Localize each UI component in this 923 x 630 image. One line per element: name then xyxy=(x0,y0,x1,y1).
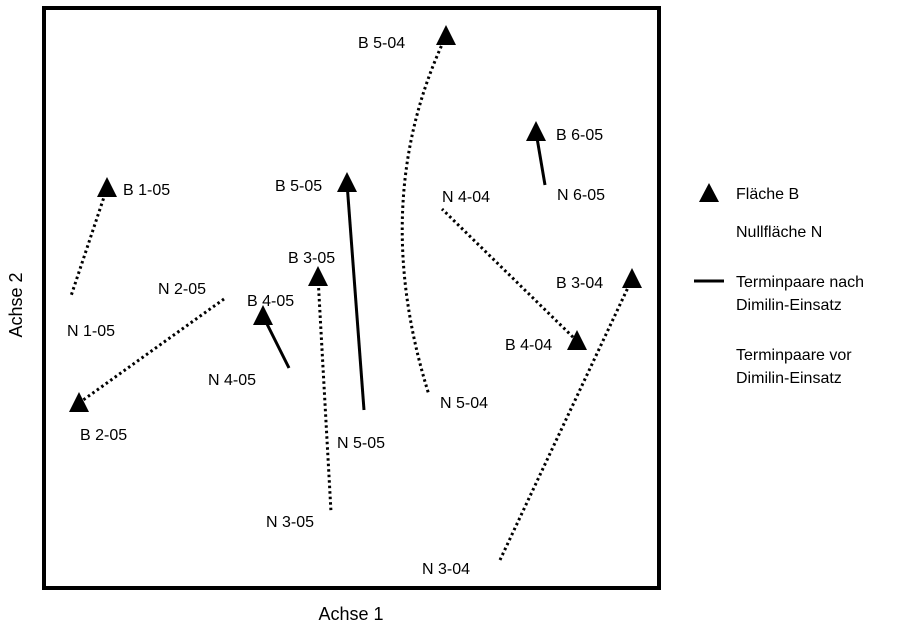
marker-b-6-05 xyxy=(526,121,546,141)
plot-frame xyxy=(42,6,661,590)
pair-line-b-5-04-to-n-5-04 xyxy=(400,35,448,396)
label-b-5-04: B 5-04 xyxy=(358,35,405,52)
x-axis-label: Achse 1 xyxy=(318,604,383,624)
marker-b-2-05 xyxy=(69,392,89,412)
label-n-3-04: N 3-04 xyxy=(422,561,470,578)
label-n-5-04: N 5-04 xyxy=(440,395,488,412)
marker-b-1-05 xyxy=(97,177,117,197)
pair-line-b-3-05-to-n-3-05 xyxy=(316,276,333,513)
label-b-3-04: B 3-04 xyxy=(556,275,603,292)
pair-line-b-1-05-to-n-1-05 xyxy=(69,187,109,297)
marker-b-4-05 xyxy=(253,305,273,325)
marker-b-5-05 xyxy=(337,172,357,192)
pair-line-b-3-04-to-n-3-04 xyxy=(498,278,634,561)
legend-plain-label: Nullfläche N xyxy=(736,224,822,241)
pair-lines xyxy=(69,35,634,561)
y-axis-label: Achse 2 xyxy=(6,272,26,337)
marker-b-3-05 xyxy=(308,266,328,286)
label-b-1-05: B 1-05 xyxy=(123,182,170,199)
legend-solid-label: Terminpaare nach Dimilin-Einsatz xyxy=(736,274,869,314)
label-b-5-05: B 5-05 xyxy=(275,178,322,195)
label-n-4-05: N 4-05 xyxy=(208,372,256,389)
label-b-4-05: B 4-05 xyxy=(247,293,294,310)
label-b-2-05: B 2-05 xyxy=(80,427,127,444)
pair-line-b-2-05-to-n-2-05 xyxy=(78,297,225,405)
label-n-4-04: N 4-04 xyxy=(442,189,490,206)
label-b-3-05: B 3-05 xyxy=(288,250,335,267)
point-labels: B 1-05 N 1-05 B 2-05 N 2-05 B 3-05 N 3-05 B 4-… xyxy=(67,35,605,578)
legend-triangle-label: Fläche B xyxy=(736,186,799,203)
pair-line-b-4-04-to-n-4-04 xyxy=(440,207,579,343)
label-n-5-05: N 5-05 xyxy=(337,435,385,452)
legend: Fläche B Nullfläche N Terminpaare nach D… xyxy=(694,183,869,387)
label-n-6-05: N 6-05 xyxy=(557,187,605,204)
label-b-4-04: B 4-04 xyxy=(505,337,552,354)
label-n-1-05: N 1-05 xyxy=(67,323,115,340)
marker-b-4-04 xyxy=(567,330,587,350)
marker-b-3-04 xyxy=(622,268,642,288)
point-markers xyxy=(69,25,642,412)
label-n-3-05: N 3-05 xyxy=(266,514,314,531)
pair-line-b-5-05-to-n-5-05 xyxy=(345,182,366,411)
label-b-6-05: B 6-05 xyxy=(556,127,603,144)
label-n-2-05: N 2-05 xyxy=(158,281,206,298)
marker-b-5-04 xyxy=(436,25,456,45)
legend-triangle-marker xyxy=(699,183,719,202)
legend-dotted-label: Terminpaare vor Dimilin-Einsatz xyxy=(736,347,856,387)
